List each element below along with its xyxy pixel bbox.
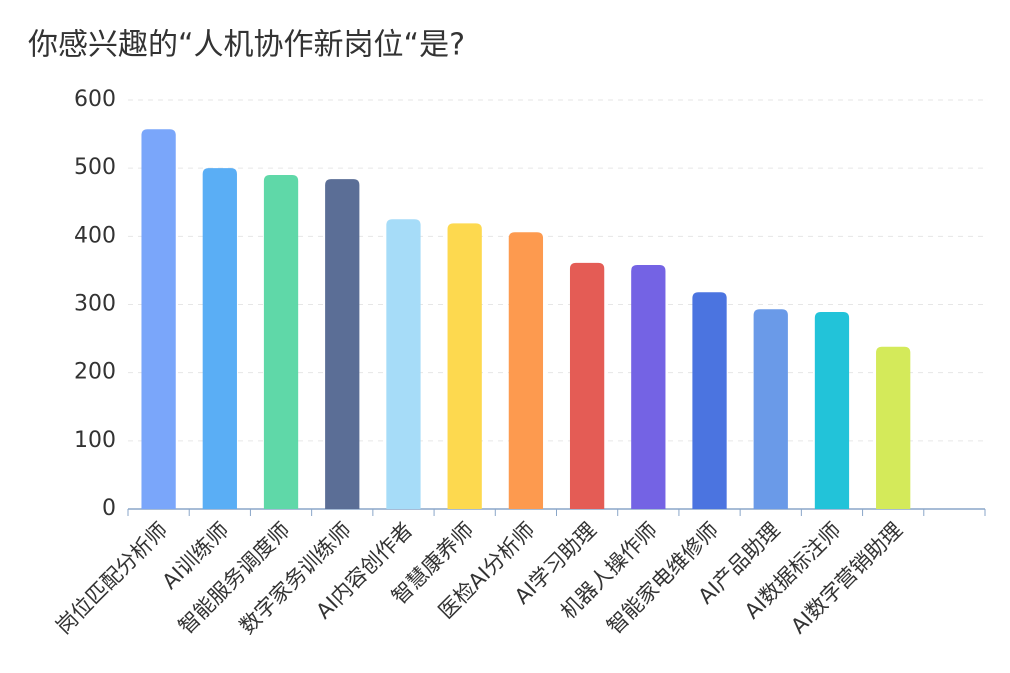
bar: [508, 232, 544, 509]
x-tick-label: 智能家电维修师: [602, 518, 723, 639]
bar: [325, 179, 360, 509]
x-tick-label: AI数字营销助理: [786, 518, 907, 639]
bar: [386, 219, 421, 509]
bar: [631, 264, 666, 509]
x-tick-label: 智能服务调度师: [174, 518, 295, 639]
y-tick-label: 100: [74, 428, 116, 453]
bar: [814, 311, 850, 509]
bar: [447, 223, 482, 510]
chart-title: 你感兴趣的“人机协作新岗位“是?: [28, 28, 465, 63]
bar: [141, 129, 176, 510]
y-tick-label: 600: [74, 87, 116, 112]
y-tick-label: 200: [74, 360, 116, 385]
y-tick-label: 500: [74, 155, 116, 180]
y-tick-label: 300: [74, 292, 116, 317]
bar: [202, 168, 237, 509]
y-tick-label: 400: [74, 223, 116, 248]
bar: [753, 309, 788, 509]
y-tick-label: 0: [102, 496, 116, 521]
bar: [263, 174, 299, 509]
bar: [876, 346, 911, 509]
bar: [692, 292, 727, 509]
x-tick-label: 岗位匹配分析师: [51, 518, 172, 639]
x-tick-label: 数字家务训练师: [235, 518, 356, 639]
bar: [569, 262, 605, 509]
